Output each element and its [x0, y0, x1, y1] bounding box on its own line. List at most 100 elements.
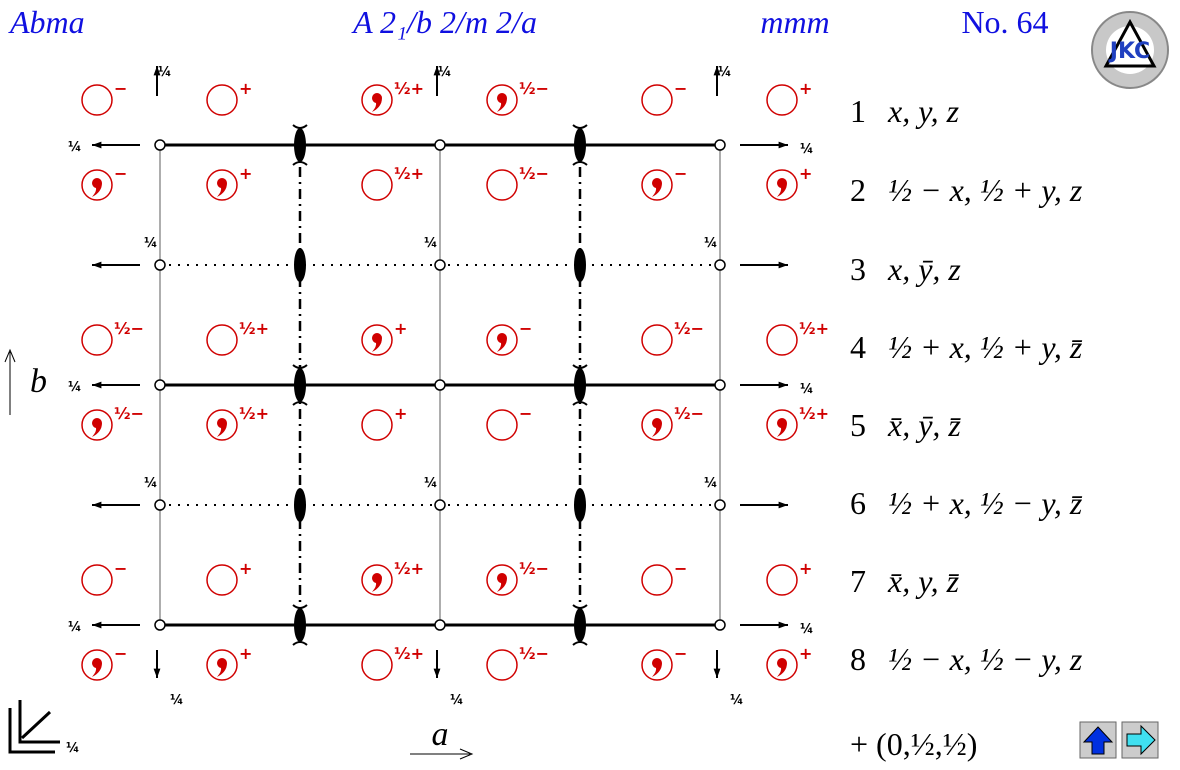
- height-label: ¼: [424, 476, 437, 491]
- position-number: 6: [850, 485, 866, 521]
- comma-mark: [371, 93, 382, 112]
- position-circle: [486, 409, 518, 441]
- position-coords: x, ȳ, z: [887, 251, 961, 287]
- comma-mark: [496, 333, 507, 352]
- height-label: ¼: [158, 65, 171, 80]
- arrow-head: [92, 381, 102, 389]
- height-sign: −: [519, 319, 532, 338]
- position-coords: x̄, ȳ, z̄: [887, 407, 961, 443]
- comma-mark: [651, 418, 662, 437]
- screw-axis-hook: [292, 124, 308, 166]
- arrow-head: [92, 501, 102, 509]
- two-fold-axis: [574, 608, 586, 642]
- position-circle: [486, 564, 518, 596]
- height-sign: +: [799, 644, 812, 663]
- position-circle: [81, 324, 113, 356]
- height-label: ¼: [450, 693, 463, 708]
- inversion-centre: [154, 139, 166, 151]
- height-label: ¼: [68, 620, 81, 635]
- position-circle: [641, 564, 673, 596]
- comma-mark: [91, 418, 102, 437]
- two-fold-axis: [294, 368, 306, 402]
- position-circle: [766, 649, 798, 681]
- position-circle: [766, 409, 798, 441]
- two-fold-axis: [574, 128, 586, 162]
- two-fold-axis: [574, 248, 586, 282]
- position-circle: [641, 649, 673, 681]
- position-circle: [486, 324, 518, 356]
- arrow-head: [778, 261, 788, 269]
- nav-up[interactable]: [1079, 721, 1117, 759]
- height-label: ¼: [800, 142, 813, 157]
- position-circle: [361, 409, 393, 441]
- height-label: ¼: [424, 236, 437, 251]
- comma-mark: [496, 93, 507, 112]
- height-label: ¼: [144, 236, 157, 251]
- height-label: ¼: [144, 476, 157, 491]
- position-circle: [361, 324, 393, 356]
- height-sign: +: [799, 164, 812, 183]
- screw-axis-hook: [292, 364, 308, 406]
- height-label: ¼: [800, 622, 813, 637]
- screw-axis-hook: [572, 124, 588, 166]
- height-sign: −: [114, 79, 127, 98]
- axis-b-arrow: [4, 348, 16, 415]
- height-sign: −: [114, 164, 127, 183]
- height-sign: ½+: [394, 644, 424, 663]
- comma-mark: [216, 178, 227, 197]
- position-number: 1: [850, 93, 866, 129]
- group-number: No. 64: [961, 4, 1048, 40]
- position-circle: [361, 649, 393, 681]
- position-number: 7: [850, 563, 866, 599]
- comma-mark: [91, 178, 102, 197]
- inversion-centre: [434, 139, 446, 151]
- arrow-head: [713, 66, 721, 76]
- position-circle: [206, 169, 238, 201]
- two-fold-axis: [294, 608, 306, 642]
- position-circle: [641, 169, 673, 201]
- position-circle: [486, 649, 518, 681]
- height-sign: ½+: [394, 79, 424, 98]
- position-coords: ½ + x, ½ + y, z̄: [888, 329, 1083, 365]
- height-sign: −: [114, 559, 127, 578]
- position-circle: [206, 649, 238, 681]
- position-circle: [81, 169, 113, 201]
- position-circle: [206, 84, 238, 116]
- height-sign: ½−: [114, 404, 144, 423]
- nav-next[interactable]: [1121, 721, 1159, 759]
- arrow-head: [433, 66, 441, 76]
- height-label: ¼: [170, 693, 183, 708]
- height-label: ¼: [68, 140, 81, 155]
- height-sign: −: [674, 164, 687, 183]
- screw-axis-hook: [292, 604, 308, 646]
- full-symbol: A 2₁/b 2/m 2/a: [351, 4, 537, 40]
- height-sign: +: [394, 404, 407, 423]
- two-fold-axis: [574, 488, 586, 522]
- height-sign: +: [239, 164, 252, 183]
- arrow-head: [153, 668, 161, 678]
- position-number: 2: [850, 172, 866, 208]
- comma-mark: [651, 658, 662, 677]
- point-group: mmm: [760, 4, 829, 40]
- two-fold-axis: [294, 128, 306, 162]
- position-circle: [361, 169, 393, 201]
- inversion-centre: [154, 259, 166, 271]
- arrow-head: [778, 381, 788, 389]
- height-sign: ½+: [799, 319, 829, 338]
- centering: + (0,½,½): [850, 726, 977, 762]
- comma-mark: [91, 658, 102, 677]
- height-sign: −: [519, 404, 532, 423]
- position-circle: [486, 169, 518, 201]
- axis-b-label: b: [30, 363, 47, 400]
- arrow-head: [778, 141, 788, 149]
- position-circle: [206, 564, 238, 596]
- position-circle: [766, 564, 798, 596]
- height-sign: ½+: [394, 559, 424, 578]
- height-label: ¼: [718, 65, 731, 80]
- arrow-head: [778, 501, 788, 509]
- inversion-centre: [434, 259, 446, 271]
- height-sign: +: [799, 79, 812, 98]
- axis-a-label: a: [432, 716, 449, 753]
- position-circle: [641, 324, 673, 356]
- logo-text: JKC: [1108, 39, 1150, 64]
